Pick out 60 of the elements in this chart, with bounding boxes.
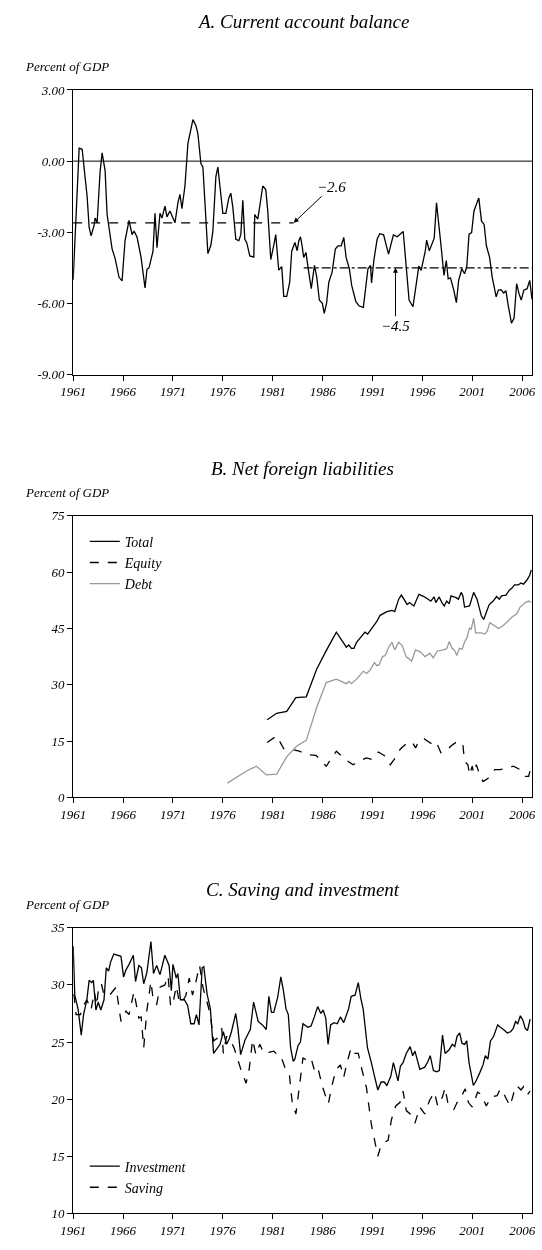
- y-axis-title: Percent of GDP: [25, 897, 110, 912]
- y-tick-label: 30: [50, 977, 66, 993]
- x-tick-label: 1971: [159, 1222, 186, 1238]
- y-tick-label: 3.00: [40, 82, 66, 98]
- y-tick-label: 10: [51, 1205, 66, 1221]
- x-tick-label: 1991: [359, 807, 386, 822]
- y-tick-label: 15: [51, 733, 66, 749]
- y-axis-title: Percent of GDP: [25, 59, 110, 74]
- y-axis-title: Percent of GDP: [25, 485, 110, 500]
- y-tick-label: -9.00: [37, 367, 66, 383]
- chart-title: B. Net foreign liabilities: [211, 458, 394, 479]
- y-tick-label: 25: [51, 1034, 66, 1050]
- x-tick-label: 1966: [110, 1222, 137, 1238]
- x-tick-label: 1961: [60, 1222, 87, 1238]
- x-tick-label: 1996: [409, 384, 436, 400]
- y-tick-label: 20: [51, 1091, 66, 1107]
- x-tick-label: 1996: [409, 807, 436, 822]
- x-tick-label: 1986: [309, 384, 337, 400]
- y-tick-label: 30: [50, 677, 66, 693]
- x-tick-label: 1976: [209, 807, 237, 822]
- x-tick-label: 1971: [159, 384, 186, 400]
- x-tick-label: 2006: [509, 1222, 536, 1238]
- x-tick-label: 1971: [159, 807, 186, 822]
- annotation: −4.5: [381, 318, 411, 334]
- chart-title: A. Current account balance: [197, 11, 410, 32]
- legend-label: Total: [124, 534, 154, 550]
- y-tick-label: 75: [51, 508, 66, 524]
- x-tick-label: 1966: [110, 807, 137, 822]
- legend-label: Investment: [123, 1159, 187, 1175]
- y-tick-label: 0: [58, 789, 66, 805]
- x-tick-label: 2006: [509, 384, 536, 400]
- y-tick-label: -3.00: [37, 224, 66, 240]
- y-tick-label: 45: [51, 621, 66, 636]
- x-tick-label: 1961: [60, 384, 87, 400]
- x-tick-label: 1981: [259, 384, 286, 400]
- x-tick-label: 1991: [359, 1222, 386, 1238]
- y-tick-label: 35: [50, 920, 66, 936]
- x-tick-label: 1986: [309, 807, 337, 822]
- x-tick-label: 2001: [459, 807, 486, 822]
- y-tick-label: 60: [51, 564, 66, 580]
- legend-label: Debt: [123, 577, 154, 593]
- x-tick-label: 1981: [259, 1222, 286, 1238]
- legend-label: Saving: [124, 1180, 163, 1196]
- x-tick-label: 2001: [459, 384, 486, 400]
- x-tick-label: 1996: [409, 1222, 436, 1238]
- x-tick-label: 1981: [259, 807, 286, 822]
- x-tick-label: 1986: [309, 1222, 337, 1238]
- y-tick-label: 15: [51, 1148, 66, 1164]
- x-tick-label: 2001: [459, 1222, 486, 1238]
- legend-label: Equity: [123, 555, 163, 571]
- chart-title: C. Saving and investment: [206, 879, 400, 900]
- x-tick-label: 1991: [359, 384, 386, 400]
- x-tick-label: 1966: [110, 384, 137, 400]
- y-tick-label: -6.00: [37, 295, 66, 311]
- x-tick-label: 1976: [209, 384, 237, 400]
- x-tick-label: 1961: [60, 807, 87, 822]
- y-tick-label: 0.00: [41, 153, 66, 169]
- x-tick-label: 2006: [509, 807, 536, 822]
- x-tick-label: 1976: [209, 1222, 237, 1238]
- annotation: −2.6: [317, 179, 347, 195]
